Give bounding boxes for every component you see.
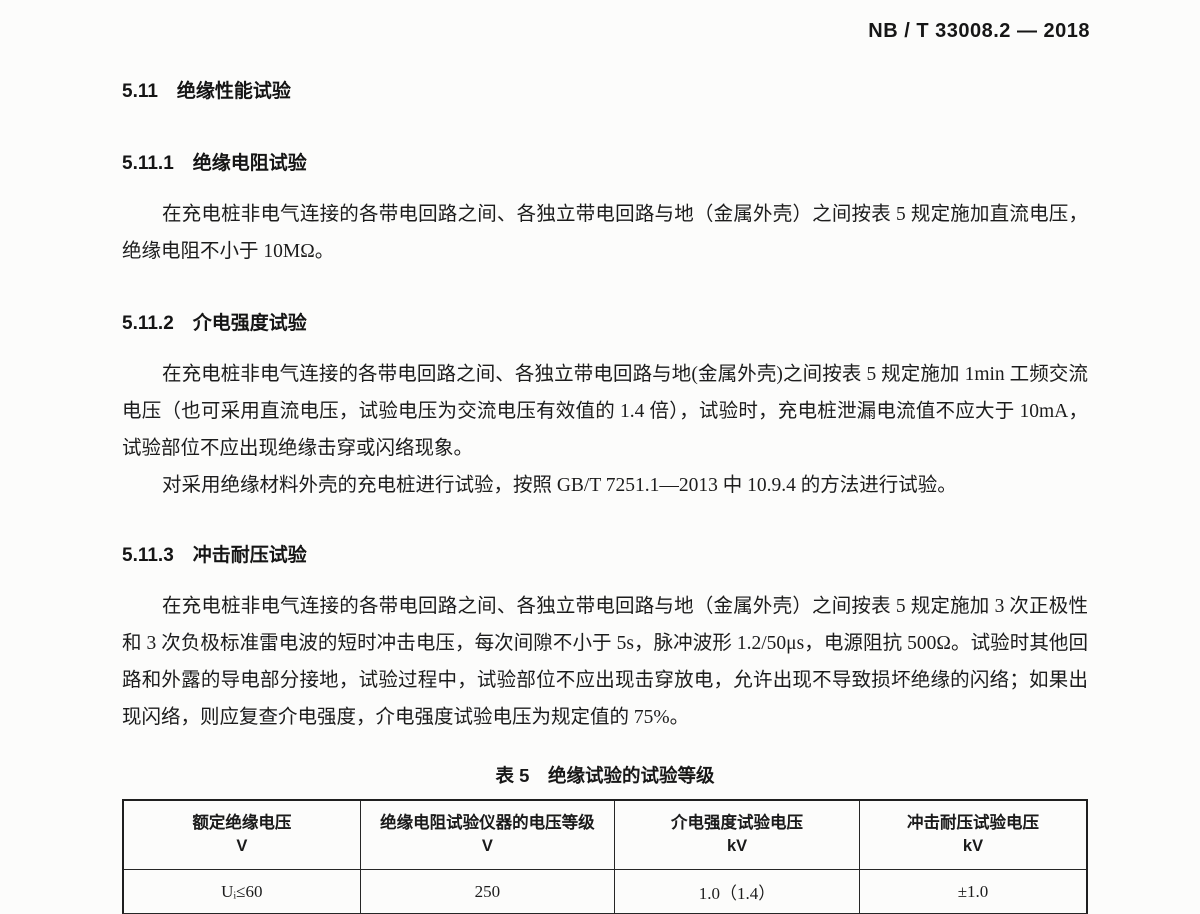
- cell-tester-voltage: 250: [359, 869, 616, 914]
- standard-code-header: NB / T 33008.2 — 2018: [868, 20, 1090, 42]
- heading-5-11-3: 5.11.3 冲击耐压试验: [122, 545, 307, 566]
- header-cell-rated-voltage: 额定绝缘电压 V: [122, 799, 361, 870]
- header-title: 绝缘电阻试验仪器的电压等级: [380, 814, 595, 832]
- header-cell-impulse-test-voltage: 冲击耐压试验电压 kV: [858, 799, 1088, 870]
- header-title: 介电强度试验电压: [671, 814, 804, 832]
- heading-5-11: 5.11 绝缘性能试验: [122, 81, 291, 102]
- paragraph-5-11-3: 在充电桩非电气连接的各带电回路之间、各独立带电回路与地（金属外壳）之间按表 5 …: [122, 596, 1088, 728]
- cell-rated-voltage: Uᵢ≤60: [122, 869, 361, 914]
- cell-impulse-voltage: ±1.0: [858, 869, 1088, 914]
- paragraph-5-11-2-b: 对采用绝缘材料外壳的充电桩进行试验，按照 GB/T 7251.1—2013 中 …: [161, 475, 957, 496]
- heading-5-11-1: 5.11.1 绝缘电阻试验: [122, 153, 307, 174]
- document-content: 5.11 绝缘性能试验 5.11.1 绝缘电阻试验 在充电桩非电气连接的各带电回…: [122, 66, 1088, 914]
- heading-5-11-2: 5.11.2 介电强度试验: [122, 313, 307, 334]
- header-unit: V: [236, 837, 248, 855]
- header-cell-tester-voltage-class: 绝缘电阻试验仪器的电压等级 V: [359, 799, 616, 870]
- header-unit: V: [481, 837, 493, 855]
- header-title: 冲击耐压试验电压: [906, 814, 1039, 832]
- table-header-row: 额定绝缘电压 V 绝缘电阻试验仪器的电压等级 V 介电强度试验电压 kV 冲击耐…: [122, 799, 1088, 870]
- header-unit: kV: [962, 837, 984, 855]
- header-unit: kV: [726, 837, 748, 855]
- table-row: Uᵢ≤60 250 1.0（1.4） ±1.0: [122, 869, 1088, 914]
- paragraph-5-11-1: 在充电桩非电气连接的各带电回路之间、各独立带电回路与地（金属外壳）之间按表 5 …: [122, 204, 1088, 262]
- table-5-caption: 表 5 绝缘试验的试验等级: [495, 765, 715, 786]
- header-cell-dielectric-test-voltage: 介电强度试验电压 kV: [614, 799, 860, 870]
- cell-dielectric-voltage: 1.0（1.4）: [614, 869, 860, 914]
- paragraph-5-11-2-a: 在充电桩非电气连接的各带电回路之间、各独立带电回路与地(金属外壳)之间按表 5 …: [122, 364, 1088, 459]
- header-title: 额定绝缘电压: [192, 814, 292, 832]
- table-5: 额定绝缘电压 V 绝缘电阻试验仪器的电压等级 V 介电强度试验电压 kV 冲击耐…: [122, 799, 1088, 914]
